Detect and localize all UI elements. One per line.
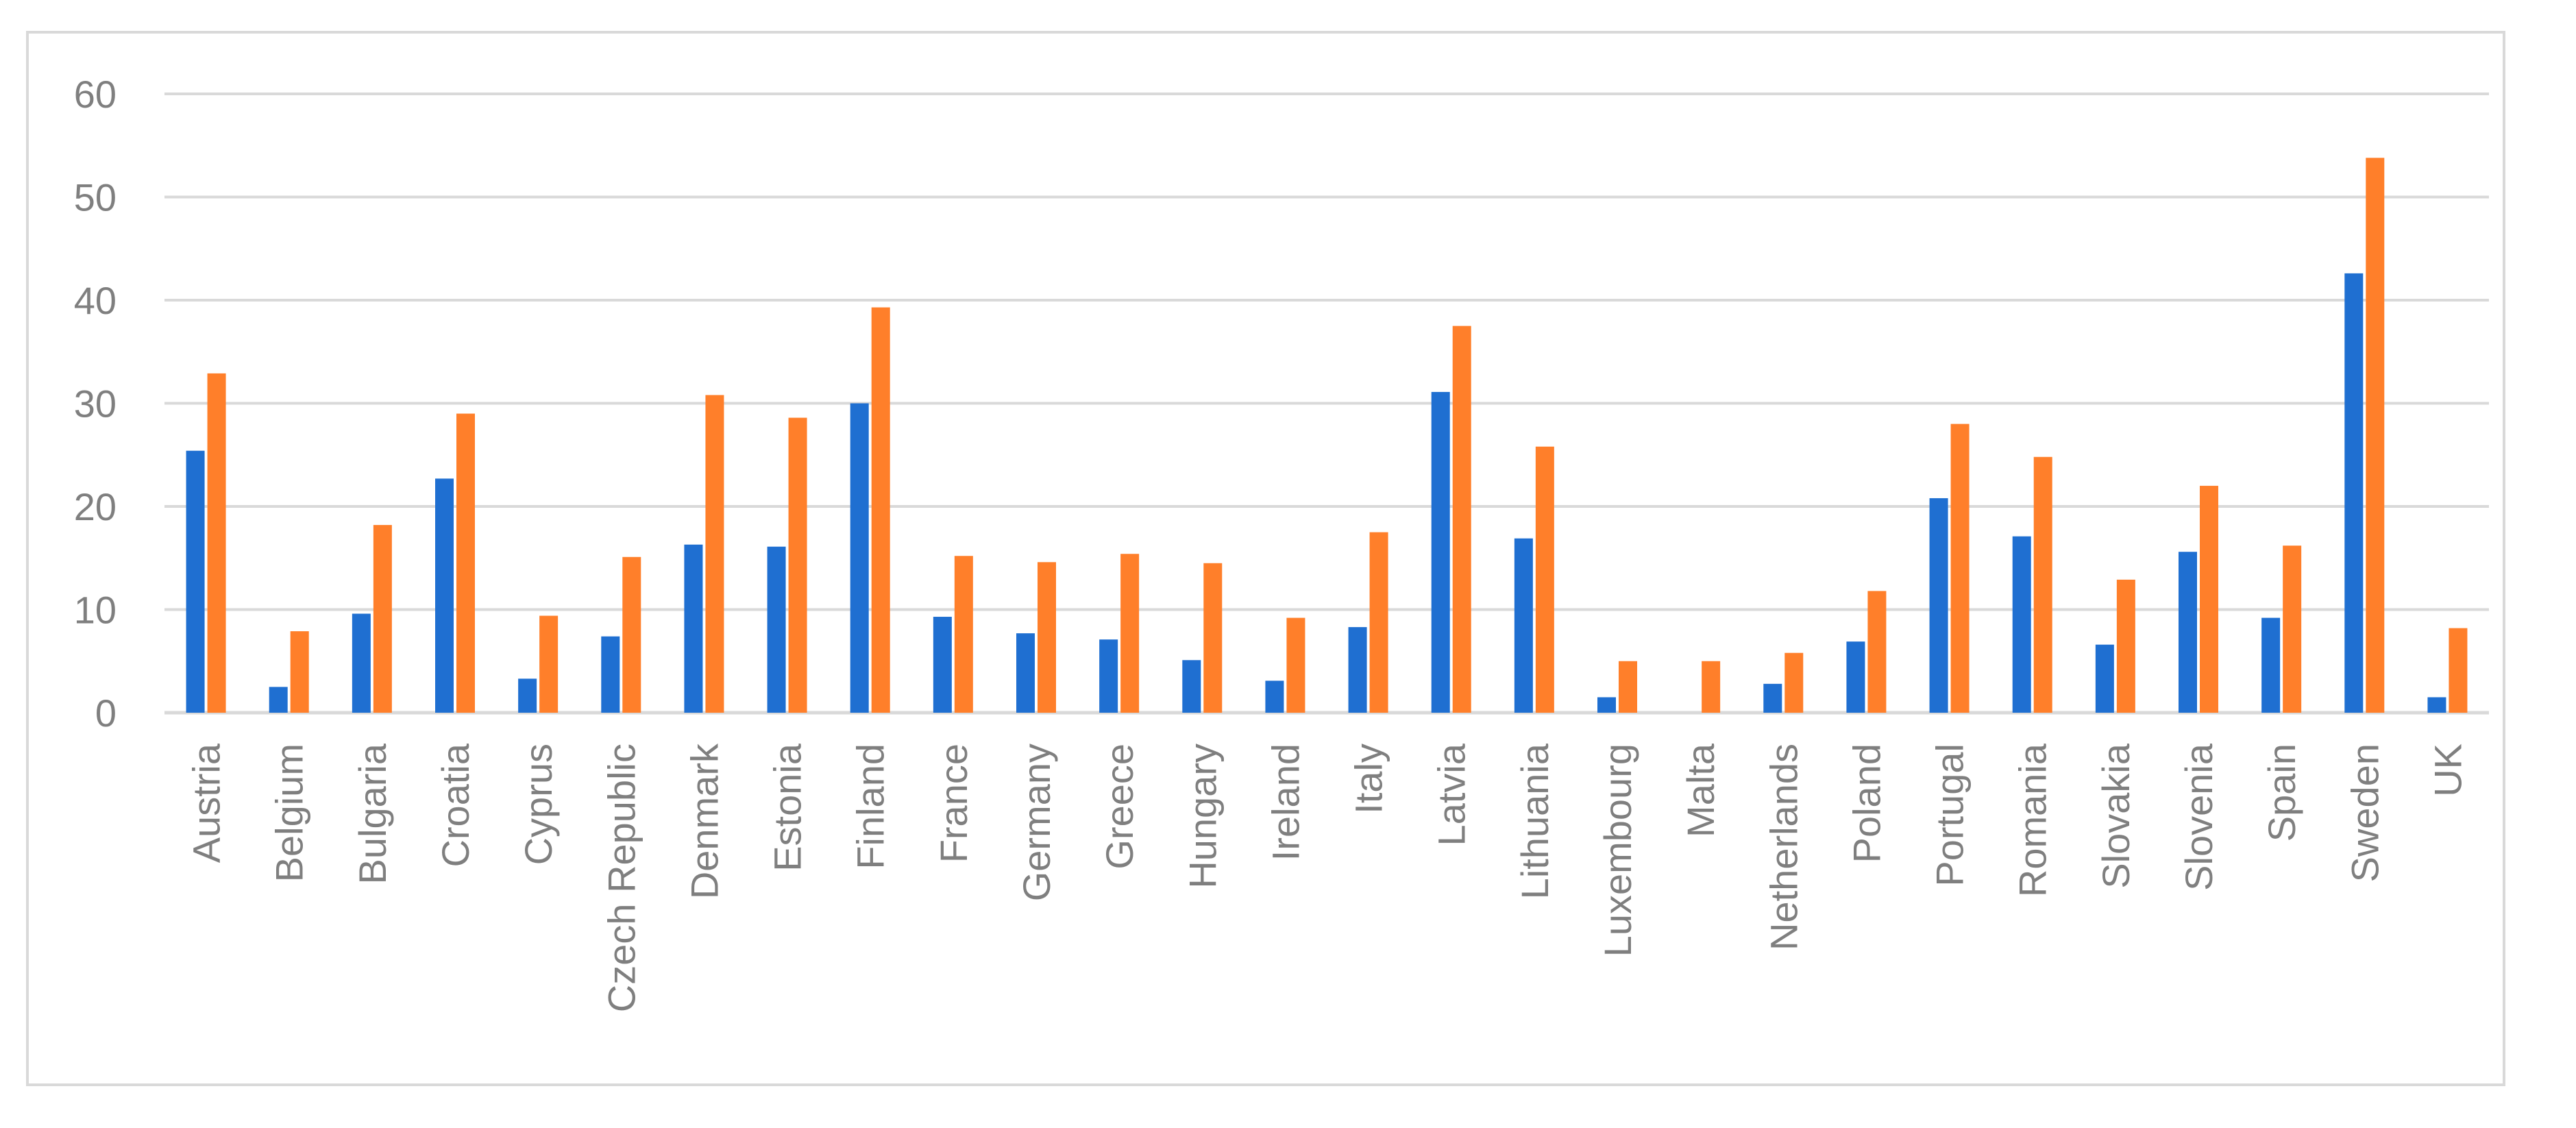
bar-series-2-uk (2449, 628, 2468, 713)
bar-series-2-luxembourg (1619, 661, 1637, 713)
bar-series-1-uk (2427, 697, 2446, 713)
bar-series-2-cyprus (539, 615, 559, 713)
bar-series-2-poland (1867, 591, 1887, 713)
bar-series-1-bulgaria (352, 613, 371, 713)
bar-series-1-poland (1846, 641, 1865, 713)
bar-series-2-bulgaria (373, 525, 392, 713)
x-category-label: UK (2426, 744, 2469, 797)
bar-series-1-estonia (767, 546, 786, 713)
y-tick-label: 40 (74, 279, 116, 322)
bar-series-1-slovenia (2179, 552, 2197, 713)
bar-series-1-hungary (1182, 660, 1201, 713)
x-category-label: Finland (849, 744, 892, 870)
x-category-label: Lithuania (1513, 743, 1556, 899)
bar-series-1-spain (2261, 617, 2281, 713)
bar-series-2-slovakia (2116, 579, 2135, 713)
x-category-label: Hungary (1181, 744, 1224, 889)
x-category-label: Portugal (1928, 744, 1972, 887)
x-category-label: Bulgaria (351, 743, 394, 884)
bar-series-2-portugal (1950, 424, 1970, 713)
bar-series-2-italy (1369, 532, 1388, 713)
x-category-label: Germany (1015, 744, 1058, 901)
bar-series-1-france (933, 617, 952, 713)
x-category-label: Austria (185, 743, 228, 863)
x-category-label: Malta (1679, 743, 1722, 837)
x-category-label: Sweden (2343, 744, 2386, 882)
x-category-label: Greece (1098, 744, 1141, 870)
x-category-label: Poland (1845, 744, 1888, 863)
x-category-label: Italy (1347, 744, 1390, 814)
x-category-label: Denmark (683, 743, 726, 899)
x-category-label: Romania (2011, 743, 2054, 897)
y-tick-label: 60 (74, 73, 116, 116)
bar-series-1-greece (1099, 639, 1118, 713)
bar-series-1-ireland (1265, 681, 1284, 713)
bar-series-2-denmark (705, 395, 724, 713)
x-category-label: Slovenia (2177, 743, 2220, 891)
bar-series-1-portugal (1929, 498, 1948, 713)
bar-series-1-austria (186, 450, 205, 713)
bar-series-2-sweden (2366, 158, 2385, 713)
y-tick-label: 20 (74, 485, 116, 528)
x-category-label: Spain (2260, 744, 2303, 842)
bar-series-2-hungary (1203, 563, 1223, 713)
bar-series-1-germany (1016, 633, 1035, 713)
x-category-label: Belgium (268, 744, 311, 882)
x-category-label: Croatia (434, 743, 477, 867)
bar-series-2-ireland (1286, 617, 1305, 713)
bar-series-2-romania (2033, 456, 2052, 713)
bar-series-2-austria (207, 373, 226, 713)
bar-series-2-lithuania (1535, 446, 1554, 713)
x-category-label: Ireland (1264, 744, 1307, 861)
bar-series-2-estonia (788, 417, 807, 713)
bar-series-1-luxembourg (1597, 697, 1616, 713)
bar-series-1-romania (2012, 536, 2031, 713)
bar-series-2-greece (1120, 554, 1140, 713)
y-axis-tick-labels: 0 10 20 30 40 50 60 (74, 73, 116, 735)
bar-series-2-czech-republic (622, 556, 641, 713)
bar-series-2-belgium (290, 631, 309, 713)
bar-series-2-spain (2283, 545, 2302, 713)
bar-series-1-croatia (435, 478, 454, 713)
bar-series-1-sweden (2344, 273, 2364, 713)
x-category-label: Netherlands (1762, 744, 1805, 951)
bar-series-1-lithuania (1514, 538, 1533, 713)
bars (186, 158, 2468, 713)
x-category-label: France (932, 744, 975, 863)
bar-series-2-france (954, 556, 973, 713)
x-category-label: Cyprus (517, 744, 560, 865)
bar-series-1-finland (850, 403, 869, 713)
y-tick-label: 0 (95, 691, 116, 735)
bar-series-2-slovenia (2200, 485, 2218, 713)
x-category-label: Estonia (766, 743, 809, 872)
bar-series-1-cyprus (518, 678, 537, 713)
bar-series-2-finland (871, 307, 890, 713)
bar-series-1-czech-republic (601, 636, 620, 713)
bar-series-2-croatia (456, 413, 475, 713)
y-tick-label: 30 (74, 382, 116, 426)
x-axis-category-labels: Austria Belgium Bulgaria Croatia Cyprus Czech… (185, 743, 2470, 1012)
bar-series-1-italy (1348, 627, 1367, 713)
x-category-label: Slovakia (2094, 743, 2137, 889)
bar-series-2-malta (1702, 661, 1721, 713)
bar-series-1-slovakia (2095, 644, 2114, 713)
x-category-label: Czech Republic (600, 744, 643, 1012)
gridlines (164, 93, 2489, 715)
x-category-label: Latvia (1430, 743, 1473, 846)
bar-series-2-germany (1038, 562, 1056, 713)
y-tick-label: 10 (74, 589, 116, 632)
bar-series-2-netherlands (1784, 652, 1804, 713)
x-category-label: Luxembourg (1596, 744, 1639, 957)
bar-series-1-netherlands (1763, 683, 1782, 713)
y-tick-label: 50 (74, 176, 116, 219)
bar-series-1-denmark (684, 544, 703, 713)
bar-series-2-latvia (1452, 326, 1471, 713)
bar-series-1-latvia (1431, 391, 1450, 713)
bar-series-1-belgium (269, 687, 288, 713)
